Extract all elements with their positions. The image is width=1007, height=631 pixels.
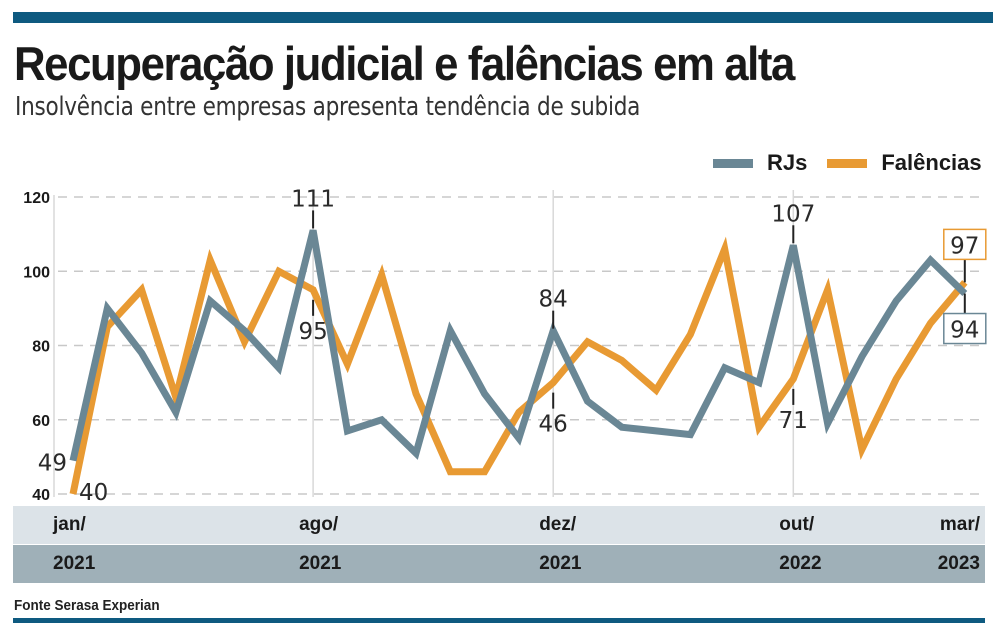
legend-item-rjs: RJs	[713, 150, 807, 176]
data-label: 97	[950, 233, 979, 259]
series-line-falencias	[69, 236, 968, 495]
x-tick-year: 2022	[779, 553, 822, 574]
legend-swatch-rjs	[713, 158, 753, 168]
legend: RJs Falências	[713, 150, 1002, 176]
x-axis-month-band	[13, 506, 985, 544]
label-box	[943, 312, 987, 345]
legend-item-falencias: Falências	[827, 150, 982, 176]
y-tick-label: 80	[32, 339, 50, 356]
data-label: 107	[771, 201, 815, 227]
label-box	[943, 228, 987, 261]
data-label: 49	[38, 451, 67, 477]
data-label: 46	[539, 412, 568, 438]
data-label: 111	[291, 186, 335, 212]
legend-label-rjs: RJs	[767, 150, 808, 175]
source-note: Fonte Serasa Experian	[14, 597, 160, 614]
x-tick-month: mar/	[939, 514, 980, 535]
x-tick-month: ago/	[299, 514, 339, 535]
x-tick-year: 2021	[539, 553, 582, 574]
top-accent-bar	[13, 12, 993, 23]
y-tick-label: 40	[32, 487, 50, 504]
y-tick-label: 100	[23, 264, 50, 281]
data-label: 95	[298, 319, 327, 345]
data-label: 84	[539, 287, 568, 313]
chart-subtitle: Insolvência entre empresas apresenta ten…	[15, 92, 641, 122]
x-axis-year-band	[13, 545, 985, 583]
y-tick-label: 120	[23, 190, 50, 207]
chart-title: Recuperação judicial e falências em alta	[14, 37, 795, 90]
bottom-accent-bar	[13, 618, 985, 623]
x-tick-year: 2021	[53, 553, 96, 574]
x-tick-year: 2021	[299, 553, 342, 574]
legend-swatch-falencias	[827, 158, 868, 168]
y-tick-label: 60	[32, 413, 50, 430]
x-tick-year: 2023	[937, 553, 980, 574]
data-label: 94	[950, 318, 979, 344]
legend-label-falencias: Falências	[881, 150, 982, 175]
data-label: 40	[79, 480, 108, 506]
x-tick-month: jan/	[53, 514, 86, 535]
x-tick-month: dez/	[539, 514, 577, 535]
data-label: 71	[779, 408, 808, 434]
x-tick-month: out/	[779, 514, 815, 535]
